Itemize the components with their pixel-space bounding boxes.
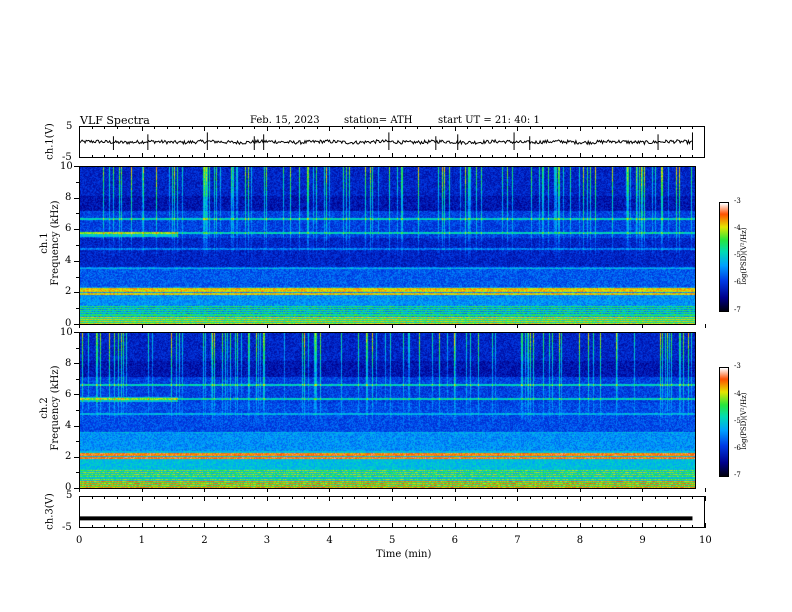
- ch1-cb-tick-3: -3: [734, 197, 741, 205]
- ch1-ytick-6: 6: [65, 223, 72, 234]
- ch2-frequency-label: Frequency (kHz): [50, 365, 61, 451]
- ch3-timeseries-plot: [79, 496, 706, 528]
- ch1-ytick-0: 0: [65, 318, 72, 329]
- ch1-spectrogram-axes: [74, 166, 706, 328]
- ch2-ytick-10: 10: [60, 327, 73, 338]
- station-label: station= ATH: [344, 115, 413, 126]
- ch3-ylabel: ch.3(V): [44, 493, 56, 530]
- x-tick-label: 2: [201, 535, 208, 546]
- ch2-ytick-8: 8: [65, 358, 72, 369]
- ch2-ytick-2: 2: [65, 451, 72, 462]
- ch2-ytick-4: 4: [65, 420, 72, 431]
- start-time-label: start UT = 21: 40: 1: [438, 115, 540, 126]
- ch2-ytick-0: 0: [65, 482, 72, 493]
- figure-title: VLF Spectra: [80, 114, 150, 127]
- x-tick-label: 0: [76, 535, 83, 546]
- ch1-cb-tick-4: -4: [734, 224, 741, 232]
- x-axis-label: Time (min): [376, 549, 432, 560]
- ch1-colorbar-label: log(PSD)(V²/Hz): [740, 227, 748, 285]
- ch2-colorbar: [719, 367, 729, 477]
- ch1-spectrogram: [79, 166, 696, 325]
- x-tick-label: 5: [389, 535, 396, 546]
- ch1-ytick-2: 2: [65, 286, 72, 297]
- ch1-ytick-8: 8: [65, 192, 72, 203]
- ch3-ytick-top: 5: [66, 490, 73, 501]
- x-tick-label: 9: [639, 535, 646, 546]
- ch1-timeseries-plot: [79, 126, 705, 158]
- ch1-signal-line: [79, 138, 693, 146]
- ch1-frequency-label: Frequency (kHz): [50, 200, 61, 286]
- x-tick-label: 10: [699, 535, 712, 546]
- ch1-cb-tick-5: -5: [734, 251, 741, 259]
- ch2-cb-tick-4: -4: [734, 390, 741, 398]
- x-tick-label: 6: [451, 535, 458, 546]
- ch2-spectrogram-axes: [74, 332, 706, 492]
- ch1-ytick-10: 10: [60, 161, 73, 172]
- ch1-channel-label: ch.1: [39, 232, 50, 254]
- ch2-ytick-6: 6: [65, 389, 72, 400]
- ch2-cb-tick-5: -5: [734, 417, 741, 425]
- ch2-spectrogram: [79, 332, 696, 489]
- ch1-frequency-ylabel: ch.1 Frequency (kHz): [39, 188, 61, 298]
- ch2-cb-tick-3: -3: [734, 362, 741, 370]
- ch2-cb-tick-7: -7: [734, 471, 741, 479]
- ch2-cb-tick-6: -6: [734, 444, 741, 452]
- x-tick-label: 1: [138, 535, 145, 546]
- ch1-ytick-bottom: -5: [62, 152, 72, 163]
- x-tick-label: 4: [326, 535, 333, 546]
- ch1-cb-tick-6: -6: [734, 278, 741, 286]
- x-tick-label: 3: [263, 535, 271, 546]
- ch3-ts-frame: [79, 496, 705, 528]
- x-tick-label: 7: [514, 535, 521, 546]
- ch1-ytick-4: 4: [65, 255, 72, 266]
- ch2-colorbar-label: log(PSD)(V²/Hz): [740, 392, 748, 450]
- ch1-ytick-top: 5: [66, 121, 73, 132]
- ch1-cb-tick-7: -7: [734, 306, 741, 314]
- date-label: Feb. 15, 2023: [250, 115, 320, 126]
- ch2-channel-label: ch.2: [39, 397, 50, 419]
- x-tick-label: 8: [576, 535, 584, 546]
- ch1-colorbar: [719, 202, 729, 312]
- ch2-frequency-ylabel: ch.2 Frequency (kHz): [39, 353, 61, 463]
- ch1-ylabel: ch.1(V): [44, 123, 56, 160]
- ch3-ytick-bottom: -5: [62, 522, 72, 533]
